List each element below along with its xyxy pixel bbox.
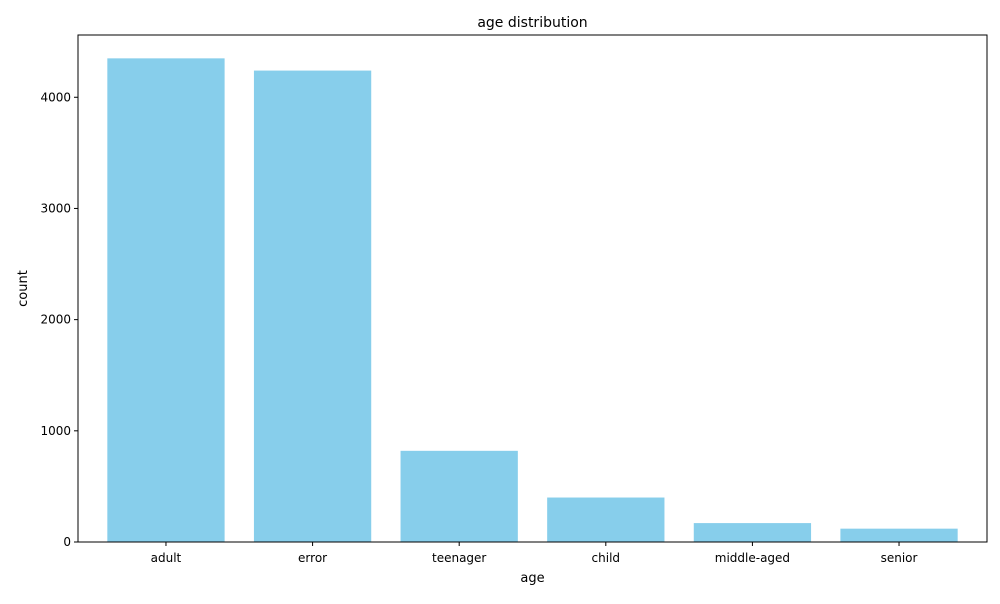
chart-title: age distribution [477, 15, 587, 31]
x-tick-label: senior [881, 551, 918, 565]
y-axis: 0 1000 2000 3000 4000 [40, 90, 78, 549]
bar-middle-aged [693, 523, 812, 542]
y-axis-label: count [16, 270, 31, 307]
bar-senior [840, 528, 958, 542]
y-tick-label: 4000 [40, 90, 71, 104]
y-tick-label: 2000 [40, 313, 71, 327]
bar-error [253, 70, 372, 542]
y-tick-label: 0 [63, 535, 71, 549]
x-tick-label: error [298, 551, 327, 565]
x-tick-label: child [592, 551, 621, 565]
x-axis-label: age [520, 571, 544, 586]
bar-teenager [400, 450, 518, 542]
bar-adult [107, 58, 225, 542]
x-tick-label: middle-aged [715, 551, 790, 565]
x-tick-label: adult [151, 551, 182, 565]
x-axis: adult error teenager child middle-aged senior [151, 542, 918, 565]
plot-frame [77, 34, 988, 543]
bars-layer [107, 58, 958, 542]
bar-child [547, 497, 665, 542]
y-tick-label: 1000 [40, 424, 71, 438]
y-tick-label: 3000 [40, 201, 71, 215]
x-tick-label: teenager [432, 551, 486, 565]
